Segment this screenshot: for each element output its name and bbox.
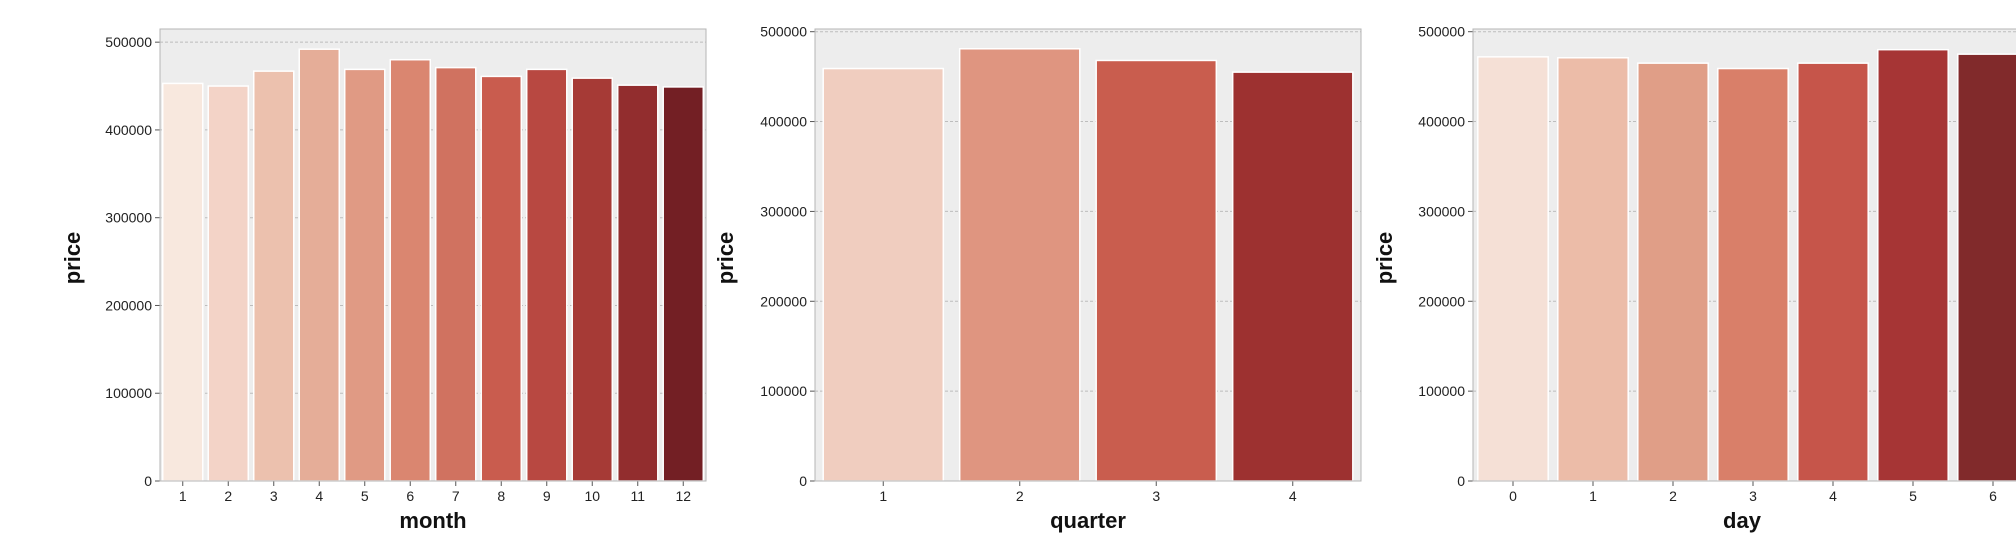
y-tick-label: 400000 [760,114,807,130]
chart-quarter: 0 100000 200000 300000 400000 500000 1 2 3 4 quart… [713,24,1362,533]
x-tick-label: 3 [1152,488,1160,504]
x-tick-label: 1 [879,488,887,504]
bar-month-1 [161,82,204,481]
bar-day-2 [1637,62,1709,481]
x-tick-label: 5 [1909,488,1917,504]
y-axis-label: price [713,232,738,285]
y-tick-label: 500000 [105,34,152,50]
x-tick-label: 5 [361,488,369,504]
y-tick-label: 400000 [105,122,152,138]
chart-day: 0 100000 200000 300000 400000 500000 0 1 2 3 4 5 6 da… [1372,24,2016,533]
x-tick-label: 12 [675,488,691,504]
bar-month-8 [480,75,523,481]
y-axis-label: price [1372,232,1397,285]
bar-day-3 [1717,67,1789,481]
x-tick-label: 3 [270,488,278,504]
x-tick-label: 6 [406,488,414,504]
bar-day-5 [1877,48,1949,481]
x-tick-label: 2 [1016,488,1024,504]
x-tick-label: 3 [1749,488,1757,504]
y-tick-label: 0 [1457,473,1465,489]
y-tick-label: 100000 [760,383,807,399]
x-tick-label: 6 [1989,488,1997,504]
y-tick-label: 100000 [105,385,152,401]
bar-quarter-1 [822,67,945,481]
plot-area [160,29,706,481]
plot-frame [159,28,707,482]
bar-month-9 [525,68,568,481]
bar-day-6 [1957,53,2016,481]
bar-day-4 [1797,62,1869,481]
x-tick-label: 0 [1509,488,1517,504]
y-tick-label: 500000 [760,24,807,40]
bar-quarter-3 [1095,59,1218,481]
x-tick-label: 4 [315,488,323,504]
y-tick-label: 400000 [1418,114,1465,130]
y-tick-label: 100000 [1418,383,1465,399]
plot-frame [1472,28,2016,482]
x-tick-label: 8 [497,488,505,504]
y-tick-label: 0 [799,473,807,489]
x-tick-label: 7 [452,488,460,504]
x-axis-label: month [399,508,466,533]
y-tick-label: 300000 [760,203,807,219]
x-tick-label: 4 [1289,488,1297,504]
bar-month-4 [298,48,341,481]
y-tick-label: 200000 [105,297,152,313]
x-tick-label: 2 [1669,488,1677,504]
x-tick-label: 11 [630,488,645,504]
x-tick-label: 1 [179,488,187,504]
plot-frame [814,28,1362,482]
bar-month-7 [434,66,477,481]
y-axis-label: price [60,232,85,285]
y-tick-label: 0 [144,473,152,489]
bar-month-10 [571,77,614,481]
bar-day-1 [1557,57,1629,481]
x-tick-label: 1 [1589,488,1597,504]
bar-month-3 [252,70,295,481]
x-axis-label: day [1723,508,1762,533]
bar-day-0 [1477,56,1549,481]
bar-month-2 [207,85,250,481]
y-tick-label: 200000 [1418,293,1465,309]
y-tick-label: 200000 [760,293,807,309]
x-axis-label: quarter [1050,508,1126,533]
x-tick-label: 10 [584,488,600,504]
x-tick-label: 9 [543,488,551,504]
bar-month-11 [616,84,659,481]
x-tick-label: 2 [224,488,232,504]
y-tick-label: 500000 [1418,24,1465,40]
x-tick-label: 4 [1829,488,1837,504]
bar-month-5 [343,68,386,481]
y-tick-label: 300000 [1418,203,1465,219]
bar-month-6 [389,58,432,481]
bar-quarter-2 [958,48,1081,481]
y-tick-label: 300000 [105,210,152,226]
bar-quarter-4 [1231,71,1354,481]
bar-month-12 [662,86,705,481]
